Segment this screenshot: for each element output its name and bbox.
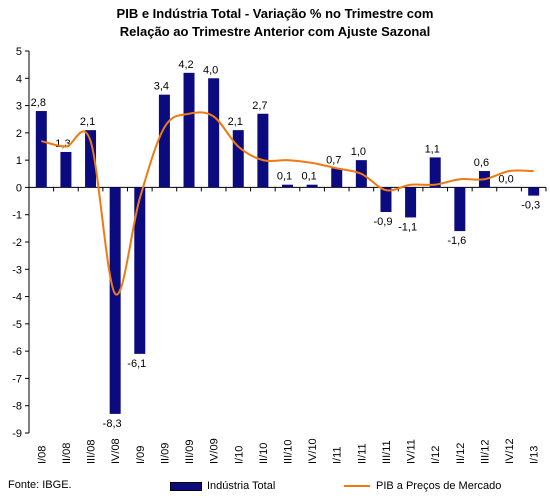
bar xyxy=(528,187,540,196)
bar xyxy=(331,168,343,188)
data-label: -0,9 xyxy=(373,216,392,228)
data-label: -1,1 xyxy=(398,221,417,233)
data-label: 2,1 xyxy=(80,116,95,128)
x-tick-label: IV/12 xyxy=(504,438,516,464)
x-tick-label: III/08 xyxy=(86,440,98,464)
bar xyxy=(208,78,220,188)
y-tick-label: -3 xyxy=(12,264,22,276)
y-tick-label: 3 xyxy=(16,101,22,113)
data-label: 2,8 xyxy=(31,97,46,109)
data-label: 4,0 xyxy=(203,64,218,76)
x-tick-label: II/09 xyxy=(159,443,171,464)
data-label: 0,1 xyxy=(301,171,316,183)
x-tick-label: IV/11 xyxy=(406,439,418,464)
x-tick-label: IV/08 xyxy=(110,438,122,464)
data-label: 0,7 xyxy=(326,154,341,166)
data-label: -0,3 xyxy=(521,200,540,212)
bar xyxy=(158,94,170,188)
legend-swatch-line xyxy=(344,485,370,487)
x-tick-label: I/13 xyxy=(529,446,541,464)
y-tick-label: -4 xyxy=(12,292,22,304)
data-label: -6,1 xyxy=(127,358,146,370)
data-label: 2,7 xyxy=(252,100,267,112)
bar xyxy=(183,72,195,188)
x-tick-label: II/11 xyxy=(356,443,368,464)
data-label: -8,3 xyxy=(103,418,122,430)
bar xyxy=(232,130,244,188)
y-tick-label: -5 xyxy=(12,319,22,331)
x-tick-label: II/10 xyxy=(258,443,270,464)
bar xyxy=(35,111,47,188)
y-tick-label: -8 xyxy=(12,401,22,413)
x-tick-label: II/08 xyxy=(61,443,73,464)
y-tick-label: -7 xyxy=(12,373,22,385)
data-label: 1,3 xyxy=(55,138,70,150)
data-label: 0,0 xyxy=(498,173,513,185)
bar xyxy=(429,157,441,188)
chart-title-line-1: PIB e Indústria Total - Variação % no Tr… xyxy=(116,6,434,21)
data-label: 2,1 xyxy=(228,116,243,128)
x-tick-label: I/12 xyxy=(430,446,442,464)
x-tick-label: III/12 xyxy=(479,440,491,464)
legend-item-line: PIB a Preços de Mercado xyxy=(344,479,501,493)
legend-label-bars: Indústria Total xyxy=(207,480,276,492)
x-tick-label: IV/09 xyxy=(209,438,221,464)
y-tick-label: -2 xyxy=(12,237,22,249)
data-label: 3,4 xyxy=(154,81,169,93)
y-tick-label: -6 xyxy=(12,346,22,358)
bar xyxy=(454,187,466,232)
y-tick-label: -9 xyxy=(12,428,22,440)
x-tick-label: I/09 xyxy=(135,446,147,464)
bar xyxy=(134,187,146,354)
legend-swatch-bars xyxy=(170,481,202,491)
data-label: -1,6 xyxy=(447,235,466,247)
y-tick-label: 1 xyxy=(16,155,22,167)
bar xyxy=(405,187,417,218)
bar xyxy=(306,184,318,188)
bar xyxy=(85,130,97,188)
y-tick-label: 5 xyxy=(16,46,22,58)
y-tick-label: -1 xyxy=(12,210,22,222)
x-tick-label: III/09 xyxy=(184,440,196,464)
x-tick-label: III/11 xyxy=(381,440,393,464)
x-tick-label: II/12 xyxy=(455,443,467,464)
bar xyxy=(380,187,392,212)
source-note: Fonte: IBGE. xyxy=(8,479,72,491)
bar xyxy=(257,113,269,188)
pib-line xyxy=(41,111,534,296)
chart-title-line-2: Relação ao Trimestre Anterior com Ajuste… xyxy=(119,24,431,39)
x-tick-label: I/10 xyxy=(233,446,245,464)
bar xyxy=(282,184,293,188)
data-label: 4,2 xyxy=(178,59,193,71)
y-tick-label: 2 xyxy=(16,128,22,140)
legend-item-bars: Indústria Total xyxy=(170,479,275,493)
data-label: 1,0 xyxy=(351,146,366,158)
legend-label-line: PIB a Preços de Mercado xyxy=(376,480,502,492)
data-label: 0,6 xyxy=(474,157,489,169)
bar xyxy=(60,151,72,188)
y-tick-label: 4 xyxy=(16,73,22,85)
x-tick-label: III/10 xyxy=(283,440,295,464)
x-tick-label: I/11 xyxy=(332,446,344,464)
data-label: 0,1 xyxy=(277,171,292,183)
data-label: 1,1 xyxy=(425,143,440,155)
x-tick-label: I/08 xyxy=(36,446,48,464)
bar xyxy=(109,187,121,414)
y-tick-label: 0 xyxy=(16,182,22,194)
x-tick-label: IV/10 xyxy=(307,438,319,464)
